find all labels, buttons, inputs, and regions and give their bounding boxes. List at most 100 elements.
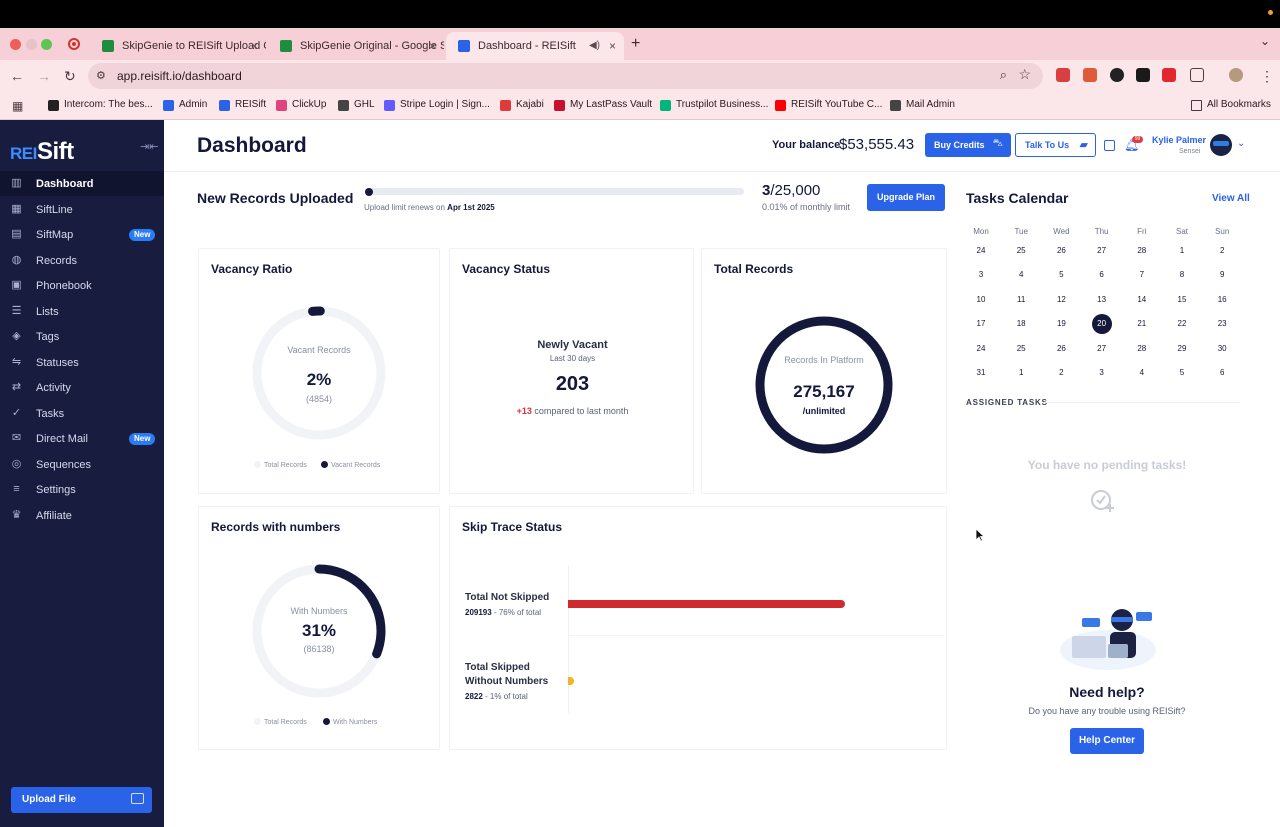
calendar-day[interactable]: 4 [1127,364,1157,382]
address-bar[interactable]: ⚙ app.reisift.io/dashboard ⌕ ☆ [88,63,1043,89]
calendar-day[interactable]: 24 [966,340,996,358]
calendar-day[interactable]: 4 [1006,266,1036,284]
bookmark-item[interactable]: Trustpilot Business... [660,99,768,111]
calendar-day[interactable]: 7 [1127,266,1157,284]
calendar-icon[interactable] [1104,140,1115,151]
talk-to-us-button[interactable]: Talk To Us ▰ [1015,133,1096,157]
bookmark-item[interactable]: GHL [338,99,375,111]
bookmark-item[interactable]: My LastPass Vault [554,99,652,111]
calendar-day[interactable]: 23 [1207,315,1237,333]
chevron-down-icon[interactable]: ⌄ [1259,34,1270,48]
extension-icon[interactable] [1056,68,1070,82]
calendar-day[interactable]: 29 [1167,340,1197,358]
calendar-day[interactable]: 5 [1167,364,1197,382]
extension-icon[interactable] [1136,68,1150,82]
view-all-link[interactable]: View All [1212,193,1250,204]
bookmark-item[interactable]: Admin [163,99,207,111]
calendar-day[interactable]: 2 [1207,242,1237,260]
calendar-day[interactable]: 31 [966,364,996,382]
calendar-day[interactable]: 15 [1167,291,1197,309]
calendar-day[interactable]: 9 [1207,266,1237,284]
calendar-day[interactable]: 22 [1167,315,1197,333]
close-icon[interactable]: × [608,39,616,53]
forward-arrow-icon[interactable]: → [37,68,51,84]
calendar-day[interactable]: 17 [966,315,996,333]
browser-tab[interactable]: SkipGenie Original - Google S × [268,32,444,60]
close-icon[interactable]: × [428,39,436,53]
calendar-day[interactable]: 30 [1207,340,1237,358]
calendar-day[interactable]: 2 [1046,364,1076,382]
calendar-day[interactable]: 13 [1087,291,1117,309]
sidebar-item-phonebook[interactable]: ▣ Phonebook [0,273,164,298]
user-name[interactable]: Kylie Palmer [1152,135,1207,145]
calendar-day[interactable]: 27 [1087,242,1117,260]
browser-tab[interactable]: SkipGenie to REISift Upload G × [90,32,266,60]
extension-icon[interactable] [1162,68,1176,82]
sidebar-item-records[interactable]: ◍ Records [0,248,164,273]
avatar[interactable] [1210,134,1232,156]
close-icon[interactable]: × [250,39,258,53]
calendar-day[interactable]: 18 [1006,315,1036,333]
sidebar-item-direct-mail[interactable]: ✉ Direct Mail New [0,426,164,451]
calendar-day[interactable]: 19 [1046,315,1076,333]
zoom-icon[interactable]: ⌕ [999,67,1007,82]
sidebar-item-statuses[interactable]: ⇋ Statuses [0,350,164,375]
calendar-day[interactable]: 11 [1006,291,1036,309]
collapse-sidebar-icon[interactable]: ⇥⇤ [140,141,159,153]
sidebar-item-dashboard[interactable]: ▥ Dashboard [0,171,164,196]
calendar-day[interactable]: 12 [1046,291,1076,309]
calendar-day[interactable]: 26 [1046,242,1076,260]
calendar-day[interactable]: 26 [1046,340,1076,358]
sidebar-item-tags[interactable]: ◈ Tags [0,324,164,349]
calendar-day[interactable]: 21 [1127,315,1157,333]
site-settings-icon[interactable]: ⚙ [96,70,106,82]
new-tab-button[interactable]: + [631,35,641,52]
calendar-day[interactable]: 5 [1046,266,1076,284]
calendar-day[interactable]: 28 [1127,340,1157,358]
sidebar-item-activity[interactable]: ⇄ Activity [0,375,164,400]
record-icon[interactable] [68,38,80,50]
calendar-day[interactable]: 28 [1127,242,1157,260]
calendar-day[interactable]: 10 [966,291,996,309]
help-center-button[interactable]: Help Center [1070,728,1144,754]
extensions-puzzle-icon[interactable] [1190,68,1204,82]
sidebar-item-siftmap[interactable]: ▤ SiftMap New [0,222,164,247]
apps-grid-icon[interactable]: ▦ [12,99,24,113]
extension-icon[interactable] [1110,68,1124,82]
upload-file-button[interactable]: Upload File [11,787,152,813]
bookmark-star-icon[interactable]: ☆ [1018,66,1031,82]
browser-menu-icon[interactable]: ⋮ [1260,68,1274,84]
back-arrow-icon[interactable]: ← [10,68,24,84]
window-minimize-button[interactable] [26,39,37,50]
buy-credits-button[interactable]: Buy Credits ⛍ [925,133,1011,157]
profile-avatar-icon[interactable] [1229,68,1243,82]
window-close-button[interactable] [10,39,21,50]
calendar-day[interactable]: 16 [1207,291,1237,309]
bookmark-item[interactable]: REISift YouTube C... [775,99,882,111]
calendar-day[interactable]: 1 [1167,242,1197,260]
reisift-logo[interactable]: REI Sift [10,130,110,166]
calendar-day[interactable]: 3 [966,266,996,284]
chevron-down-icon[interactable]: ⌄ [1237,138,1246,149]
all-bookmarks-folder[interactable]: All Bookmarks [1191,99,1271,111]
bookmark-item[interactable]: ClickUp [276,99,326,111]
add-task-icon[interactable] [1090,487,1116,513]
bookmark-item[interactable]: Intercom: The bes... [48,99,153,111]
sidebar-item-lists[interactable]: ☰ Lists [0,299,164,324]
calendar-day-today[interactable]: 20 [1087,314,1117,335]
calendar-day[interactable]: 6 [1087,266,1117,284]
upgrade-plan-button[interactable]: Upgrade Plan [867,184,945,211]
calendar-day[interactable]: 3 [1087,364,1117,382]
sidebar-item-affiliate[interactable]: ♛ Affiliate [0,503,164,528]
bookmark-item[interactable]: Stripe Login | Sign... [384,99,490,111]
speaker-icon[interactable]: ◀) [588,40,600,51]
calendar-day[interactable]: 25 [1006,242,1036,260]
extension-icon[interactable] [1083,68,1097,82]
sidebar-item-siftline[interactable]: ▦ SiftLine [0,197,164,222]
calendar-day[interactable]: 8 [1167,266,1197,284]
calendar-day[interactable]: 14 [1127,291,1157,309]
bookmark-item[interactable]: Kajabi [500,99,544,111]
window-zoom-button[interactable] [41,39,52,50]
browser-tab-active[interactable]: Dashboard - REISift ◀) × [446,32,624,60]
calendar-day[interactable]: 1 [1006,364,1036,382]
